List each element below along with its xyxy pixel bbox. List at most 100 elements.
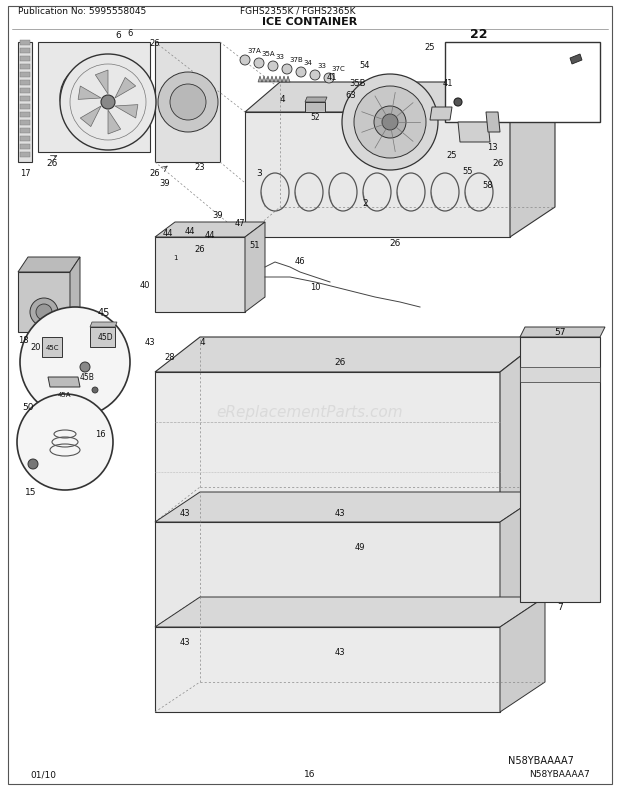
Text: 25: 25 xyxy=(425,43,435,52)
Polygon shape xyxy=(155,338,545,373)
Polygon shape xyxy=(486,113,500,133)
Circle shape xyxy=(36,305,52,321)
Text: 33: 33 xyxy=(317,63,326,69)
Text: 33: 33 xyxy=(275,54,284,60)
Polygon shape xyxy=(20,121,30,126)
Polygon shape xyxy=(274,77,278,83)
Text: 45: 45 xyxy=(98,308,110,318)
Polygon shape xyxy=(155,43,220,163)
Circle shape xyxy=(92,387,98,394)
Circle shape xyxy=(170,85,206,121)
Text: 4: 4 xyxy=(200,338,206,347)
Polygon shape xyxy=(155,627,500,712)
Text: 37B: 37B xyxy=(289,57,303,63)
Text: 54: 54 xyxy=(360,60,370,70)
Text: 45D: 45D xyxy=(97,333,113,342)
Polygon shape xyxy=(20,81,30,86)
Circle shape xyxy=(158,73,218,133)
Text: 35A: 35A xyxy=(261,51,275,57)
Text: 50: 50 xyxy=(22,403,33,412)
Polygon shape xyxy=(42,338,62,358)
Circle shape xyxy=(80,363,90,373)
Polygon shape xyxy=(20,73,30,78)
Polygon shape xyxy=(115,106,138,119)
Polygon shape xyxy=(510,83,555,237)
Text: 01/10: 01/10 xyxy=(30,770,56,779)
Circle shape xyxy=(374,107,406,139)
Polygon shape xyxy=(282,77,286,83)
Polygon shape xyxy=(20,49,30,54)
Polygon shape xyxy=(48,378,80,387)
Text: 26: 26 xyxy=(389,238,401,247)
Polygon shape xyxy=(20,137,30,142)
Circle shape xyxy=(282,65,292,75)
Text: 41: 41 xyxy=(327,74,337,83)
Polygon shape xyxy=(155,223,265,237)
Text: 45B: 45B xyxy=(79,373,94,382)
Text: 3: 3 xyxy=(256,168,262,177)
Circle shape xyxy=(342,75,438,171)
Text: 26: 26 xyxy=(149,168,161,177)
Polygon shape xyxy=(155,237,245,313)
Text: FGHS2355K / FGHS2365K: FGHS2355K / FGHS2365K xyxy=(240,6,355,15)
Polygon shape xyxy=(20,57,30,62)
Text: 13: 13 xyxy=(487,144,497,152)
Polygon shape xyxy=(108,111,121,135)
Text: 45C: 45C xyxy=(45,345,59,350)
Polygon shape xyxy=(262,77,266,83)
Text: 26: 26 xyxy=(492,158,503,168)
Text: 49: 49 xyxy=(355,543,365,552)
Text: 7: 7 xyxy=(557,603,563,612)
Circle shape xyxy=(454,99,462,107)
Polygon shape xyxy=(430,107,452,121)
Circle shape xyxy=(60,64,128,132)
Text: 15: 15 xyxy=(25,488,37,497)
Text: 34: 34 xyxy=(303,60,312,66)
Text: 16: 16 xyxy=(304,770,316,779)
Polygon shape xyxy=(245,223,265,313)
Text: 23: 23 xyxy=(195,164,205,172)
Circle shape xyxy=(382,115,398,131)
Circle shape xyxy=(17,395,113,490)
Polygon shape xyxy=(520,367,600,383)
Polygon shape xyxy=(266,77,270,83)
Text: 45A: 45A xyxy=(57,391,71,398)
Circle shape xyxy=(240,56,250,66)
Text: 6: 6 xyxy=(115,30,121,39)
Text: 20: 20 xyxy=(30,343,40,352)
Text: N58YBAAAA7: N58YBAAAA7 xyxy=(529,770,590,779)
Polygon shape xyxy=(20,65,30,70)
Text: 16: 16 xyxy=(95,430,105,439)
Text: 43: 43 xyxy=(180,508,190,516)
Polygon shape xyxy=(270,77,274,83)
Text: ICE CONTAINER: ICE CONTAINER xyxy=(262,17,358,27)
Polygon shape xyxy=(286,77,290,83)
Polygon shape xyxy=(155,522,500,627)
Text: 39: 39 xyxy=(160,178,171,187)
Circle shape xyxy=(354,87,426,159)
Polygon shape xyxy=(20,153,30,158)
Polygon shape xyxy=(90,327,115,347)
Text: 52: 52 xyxy=(310,113,320,123)
Circle shape xyxy=(60,55,156,151)
Polygon shape xyxy=(520,327,605,338)
Polygon shape xyxy=(245,83,555,113)
Polygon shape xyxy=(80,107,101,128)
Text: 37A: 37A xyxy=(247,48,261,54)
Polygon shape xyxy=(20,145,30,150)
Text: 6: 6 xyxy=(127,28,133,38)
Text: 43: 43 xyxy=(144,338,155,347)
Polygon shape xyxy=(78,87,101,100)
Polygon shape xyxy=(20,129,30,134)
Text: 1: 1 xyxy=(173,255,177,261)
Polygon shape xyxy=(155,597,545,627)
Text: 37C: 37C xyxy=(331,66,345,72)
Circle shape xyxy=(310,71,320,81)
Text: 44: 44 xyxy=(185,226,195,235)
Polygon shape xyxy=(18,43,32,163)
Polygon shape xyxy=(570,55,582,65)
Text: 41: 41 xyxy=(443,79,453,87)
Polygon shape xyxy=(20,97,30,102)
Text: 26: 26 xyxy=(334,358,346,367)
Text: 26: 26 xyxy=(195,245,205,254)
